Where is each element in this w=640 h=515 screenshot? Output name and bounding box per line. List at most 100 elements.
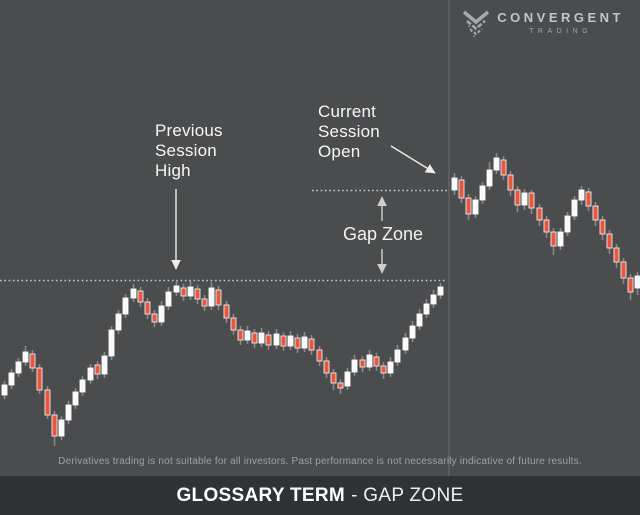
- candle: [620, 258, 627, 284]
- candle: [606, 230, 613, 254]
- candle: [94, 361, 101, 379]
- candle: [634, 272, 640, 295]
- candle: [323, 357, 330, 378]
- candle: [223, 301, 230, 323]
- current-session-open-label: Current Session Open: [318, 102, 380, 161]
- current-session-open-arrow: [390, 145, 436, 174]
- candle: [36, 364, 43, 394]
- candle: [287, 331, 294, 350]
- candle: [308, 335, 315, 355]
- footer-bar: GLOSSARY TERM - GAP ZONE: [0, 476, 640, 515]
- candle: [402, 333, 409, 354]
- candle: [72, 388, 79, 409]
- candle: [51, 411, 58, 446]
- candle: [528, 190, 535, 214]
- candle: [1, 381, 8, 399]
- candle: [571, 196, 578, 220]
- candle: [87, 364, 94, 384]
- candle: [230, 314, 237, 335]
- candle: [301, 332, 308, 352]
- candle: [373, 353, 380, 371]
- candle: [144, 298, 151, 319]
- candle: [521, 189, 528, 210]
- candle: [208, 282, 215, 310]
- candle: [165, 287, 172, 310]
- candle: [578, 186, 585, 205]
- chevron-logo-icon: [463, 10, 490, 37]
- candle: [22, 346, 29, 366]
- candle: [507, 171, 514, 196]
- candle: [29, 350, 36, 372]
- candle: [215, 286, 222, 310]
- candle: [493, 153, 500, 174]
- candle: [158, 301, 165, 326]
- gap-zone-label: Gap Zone: [342, 224, 424, 244]
- candle: [8, 369, 15, 389]
- candle: [472, 196, 479, 218]
- candle: [122, 294, 129, 318]
- candle: [244, 326, 251, 344]
- candle: [465, 194, 472, 220]
- candle: [599, 216, 606, 240]
- candle: [101, 352, 108, 378]
- candle: [479, 182, 486, 204]
- candle: [359, 356, 366, 372]
- candle: [351, 355, 358, 376]
- candle: [187, 281, 194, 300]
- candle: [58, 416, 65, 440]
- footer-title-term: - GAP ZONE: [351, 484, 464, 506]
- candle: [536, 204, 543, 226]
- candle: [394, 345, 401, 366]
- candle: [514, 186, 521, 212]
- candle: [44, 386, 51, 419]
- candle: [416, 309, 423, 330]
- logo-subname: TRADING: [529, 28, 593, 35]
- candle: [557, 228, 564, 250]
- candle: [451, 173, 458, 195]
- candle: [115, 310, 122, 334]
- candle: [265, 331, 272, 350]
- candle: [458, 176, 465, 203]
- candle: [486, 162, 493, 190]
- candle: [79, 376, 86, 396]
- convergent-trading-logo: CONVERGENT TRADING: [462, 10, 624, 38]
- candle: [237, 326, 244, 345]
- candle: [201, 295, 208, 311]
- candle: [294, 334, 301, 353]
- candle: [258, 328, 265, 347]
- candle: [151, 310, 158, 327]
- candle: [409, 321, 416, 342]
- previous-session-high-label: Previous Session High: [155, 121, 223, 180]
- candle: [423, 299, 430, 318]
- candle: [543, 216, 550, 238]
- candle: [430, 290, 437, 308]
- footer-title-bold: GLOSSARY TERM: [176, 484, 346, 506]
- candle: [330, 369, 337, 390]
- candle: [564, 212, 571, 236]
- candle: [194, 285, 201, 304]
- logo-name: CONVERGENT: [497, 10, 624, 25]
- candle: [550, 228, 557, 255]
- candle: [500, 156, 507, 180]
- candle: [251, 329, 258, 348]
- candle: [366, 350, 373, 371]
- candle: [130, 284, 137, 302]
- candle: [344, 368, 351, 390]
- candle: [387, 357, 394, 377]
- candle: [316, 346, 323, 366]
- candle: [585, 188, 592, 211]
- candlestick-chart: [0, 0, 640, 476]
- candle: [173, 281, 180, 296]
- candle: [180, 284, 187, 301]
- candle: [592, 202, 599, 226]
- candle: [280, 332, 287, 351]
- candle: [137, 287, 144, 307]
- candle: [613, 244, 620, 268]
- candle: [627, 274, 634, 300]
- candle: [108, 326, 115, 360]
- candle: [15, 358, 22, 377]
- candle: [437, 283, 444, 299]
- disclaimer-text: Derivatives trading is not suitable for …: [58, 456, 582, 467]
- candles-group: [1, 153, 640, 446]
